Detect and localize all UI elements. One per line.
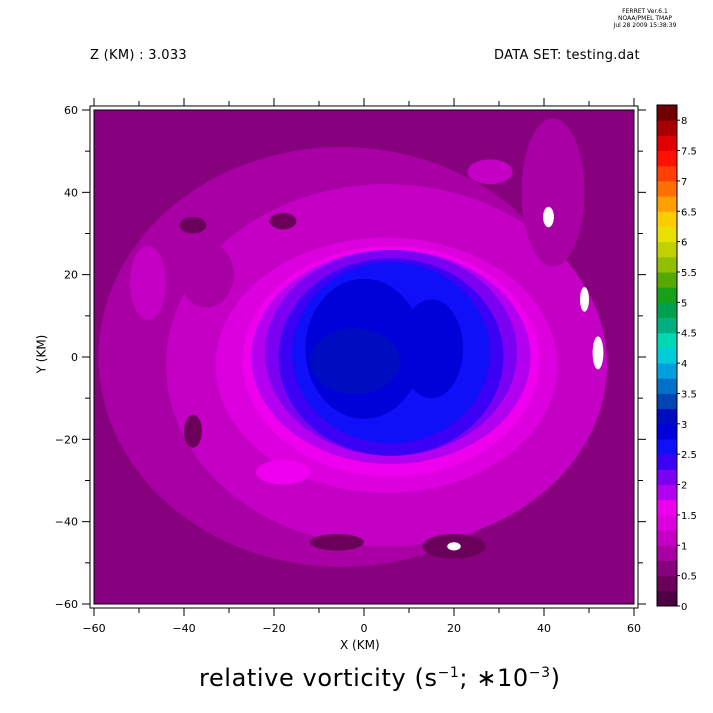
colorbar-swatch xyxy=(657,469,677,486)
colorbar-label: 1 xyxy=(681,541,687,552)
colorbar-label: 3 xyxy=(681,420,687,431)
contour-region xyxy=(310,534,364,551)
title-main: relative vorticity (s xyxy=(199,664,438,692)
colorbar-swatch xyxy=(657,408,677,425)
colorbar-label: 2.5 xyxy=(681,450,697,461)
colorbar-label: 2 xyxy=(681,481,687,492)
colorbar-frame xyxy=(656,104,678,607)
colorbar-label: 5 xyxy=(681,298,687,309)
colorbar-swatch xyxy=(657,180,677,197)
colorbar-swatch xyxy=(657,135,677,152)
y-tick-label: 40 xyxy=(64,186,78,199)
missing-data-patch xyxy=(447,542,461,551)
contour-region xyxy=(179,217,207,234)
colorbar-swatch xyxy=(657,423,677,440)
colorbar-swatch xyxy=(657,150,677,167)
x-tick-label: 60 xyxy=(627,622,641,635)
x-axis-title: X (KM) xyxy=(340,638,380,652)
x-tick-label: −40 xyxy=(172,622,195,635)
y-tick-label: −60 xyxy=(55,598,78,611)
colorbar-label: 7.5 xyxy=(681,147,697,158)
colorbar-swatch xyxy=(657,393,677,410)
title-end: ) xyxy=(550,664,561,692)
missing-data-patch xyxy=(580,287,589,312)
colorbar-swatch xyxy=(657,226,677,243)
plot-frame xyxy=(93,109,635,605)
colorbar-swatch xyxy=(657,302,677,319)
title-exponent-2: −3 xyxy=(528,665,551,681)
colorbar-swatch xyxy=(657,332,677,349)
x-tick-label: 20 xyxy=(447,622,461,635)
contour-region xyxy=(179,241,234,308)
x-tick-label: −20 xyxy=(262,622,285,635)
y-tick-label: −40 xyxy=(55,516,78,529)
missing-data-patch xyxy=(543,206,554,228)
colorbar-swatch xyxy=(657,363,677,379)
stamp-line: Jul 28 2009 15:38:39 xyxy=(613,22,677,29)
colorbar-swatch xyxy=(657,272,677,288)
colorbar-swatch xyxy=(657,256,677,273)
contour-region xyxy=(256,459,310,485)
y-tick-label: 60 xyxy=(64,104,78,117)
stamp-line: NOAA/PMEL TMAP xyxy=(618,15,672,22)
colorbar-label: 0.5 xyxy=(681,572,697,583)
axes: −60 −40 −20 0 20 40 60 −60 −40 −20 0 20 40 60 xyxy=(55,98,646,635)
colorbar-swatch xyxy=(657,575,677,592)
colorbar-label: 8 xyxy=(681,116,687,127)
colorbar-swatch xyxy=(657,439,677,455)
colorbar-label: 1.5 xyxy=(681,511,697,522)
contour-region xyxy=(400,299,463,399)
colorbar-swatch xyxy=(657,499,677,516)
colorbar-label: 4 xyxy=(681,359,687,370)
y-tick-label: −20 xyxy=(55,433,78,446)
colorbar-label: 6.5 xyxy=(681,207,697,218)
colorbar-label: 6 xyxy=(681,238,687,249)
title-exponent-1: −1 xyxy=(437,665,460,681)
colorbar-swatch xyxy=(657,120,677,136)
colorbar-label: 5.5 xyxy=(681,268,697,279)
colorbar-swatch xyxy=(657,514,677,531)
chart-title: relative vorticity (s−1; ∗10−3) xyxy=(199,664,561,692)
colorbar-swatch xyxy=(657,530,677,546)
colorbar-swatch xyxy=(657,287,677,303)
colorbar-swatch xyxy=(657,347,677,364)
contour-region xyxy=(521,118,585,267)
dataset-label: DATA SET: testing.dat xyxy=(494,48,640,63)
y-axis-title: Y (KM) xyxy=(34,334,49,374)
colorbar-swatch xyxy=(657,378,677,394)
y-tick-label: 0 xyxy=(71,351,78,364)
colorbar-swatch xyxy=(657,105,677,121)
missing-data-patch xyxy=(592,336,604,370)
x-tick-label: −60 xyxy=(82,622,105,635)
x-tick-label: 0 xyxy=(361,622,368,635)
colorbar-swatch xyxy=(657,560,677,577)
y-tick-label: 20 xyxy=(64,269,78,282)
colorbar-label: 4.5 xyxy=(681,329,697,340)
x-tick-label: 40 xyxy=(537,622,551,635)
contour-region xyxy=(184,414,202,448)
colorbar-label: 3.5 xyxy=(681,389,697,400)
contour-region xyxy=(130,245,166,320)
colorbar-swatch xyxy=(657,196,677,212)
colorbar-label: 7 xyxy=(681,177,687,188)
colorbar-swatch xyxy=(657,454,677,470)
colorbar-swatch xyxy=(657,165,677,182)
colorbar: 0 0.5 1 1.5 2 2.5 3 3.5 4 4.5 5 5.5 6 6.5 7 7.5 8 xyxy=(656,104,697,613)
colorbar-swatch xyxy=(657,211,677,227)
colorbar-label: 0 xyxy=(681,602,687,613)
contour-region xyxy=(310,328,400,395)
colorbar-swatch xyxy=(657,590,677,607)
contour-region xyxy=(467,159,513,185)
contour-region xyxy=(269,212,297,230)
contour-field xyxy=(94,110,634,604)
stamp-line: FERRET Ver.6.1 xyxy=(622,8,668,15)
colorbar-swatch xyxy=(657,241,677,258)
ferret-stamp: FERRET Ver.6.1 NOAA/PMEL TMAP Jul 28 200… xyxy=(590,8,700,29)
colorbar-swatch xyxy=(657,484,677,501)
z-level-label: Z (KM) : 3.033 xyxy=(90,48,187,63)
colorbar-swatch xyxy=(657,317,677,334)
title-middle: ; ∗10 xyxy=(459,664,529,692)
colorbar-swatch xyxy=(657,545,677,561)
